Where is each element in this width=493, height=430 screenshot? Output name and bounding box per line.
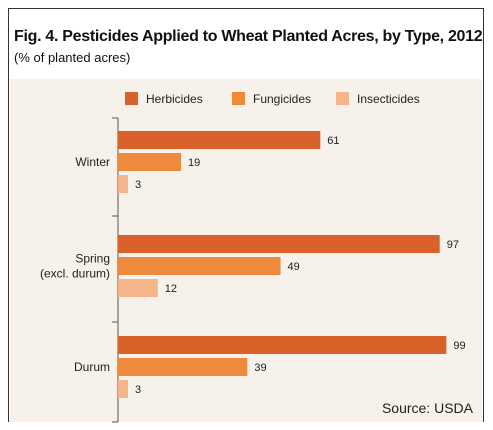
bar-spring-insecticides (118, 279, 158, 297)
chart-subtitle: (% of planted acres) (14, 50, 131, 65)
legend: Herbicides Fungicides Insecticides (125, 92, 420, 106)
bar-durum-herbicides (118, 336, 447, 354)
y-axis-ticks (112, 117, 118, 423)
data-label-winter-herbicides: 61 (327, 135, 339, 147)
bar-winter-fungicides (118, 153, 182, 171)
data-label-durum-fungicides: 39 (254, 362, 266, 374)
data-label-durum-insecticides: 3 (135, 384, 141, 396)
legend-swatch-insecticides (336, 92, 349, 105)
category-label-0-0: Winter (75, 155, 110, 169)
bar-spring-fungicides (118, 257, 281, 275)
data-label-winter-fungicides: 19 (188, 157, 200, 169)
legend-label-herbicides: Herbicides (146, 92, 203, 106)
bars (118, 131, 447, 398)
data-label-spring-insecticides: 12 (165, 283, 177, 295)
legend-swatch-herbicides (125, 92, 138, 105)
category-label-1-1: (excl. durum) (40, 267, 110, 281)
category-labels: Winter Spring(excl. durum) Durum (40, 155, 110, 374)
bar-winter-herbicides (118, 131, 321, 149)
data-label-spring-herbicides: 97 (447, 239, 459, 251)
chart-title: Fig. 4. Pesticides Applied to Wheat Plan… (14, 28, 483, 45)
bar-durum-insecticides (118, 380, 128, 398)
data-label-winter-insecticides: 3 (135, 179, 141, 191)
bar-durum-fungicides (118, 358, 248, 376)
data-label-durum-herbicides: 99 (453, 340, 465, 352)
bar-spring-herbicides (118, 235, 440, 253)
legend-swatch-fungicides (232, 92, 245, 105)
legend-label-fungicides: Fungicides (253, 92, 311, 106)
category-label-1-0: Spring (75, 252, 110, 266)
data-labels: 61 19 3 97 49 12 99 39 3 (135, 135, 466, 396)
bar-winter-insecticides (118, 175, 128, 193)
category-label-2-0: Durum (74, 360, 110, 374)
legend-label-insecticides: Insecticides (357, 92, 420, 106)
source-note: Source: USDA (381, 400, 473, 416)
data-label-spring-fungicides: 49 (288, 261, 300, 273)
